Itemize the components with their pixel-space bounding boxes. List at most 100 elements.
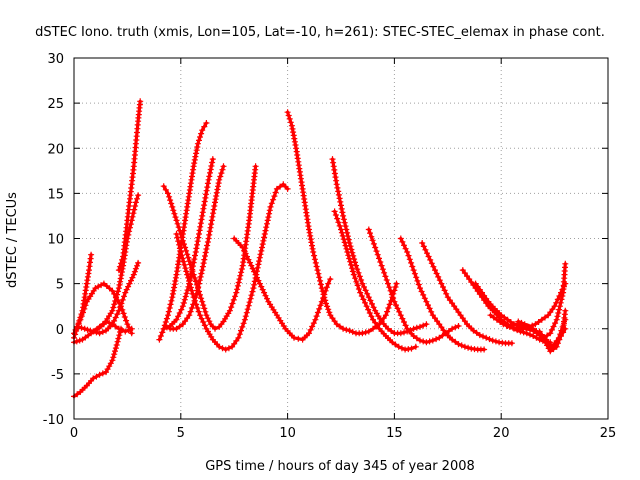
data-point-marker [173,231,180,237]
data-point-marker [336,195,343,202]
data-point-marker [199,127,206,134]
data-point-marker [333,321,340,328]
data-point-marker [238,269,245,276]
data-point-marker [326,309,333,316]
data-point-marker [323,284,330,291]
data-point-marker [112,298,119,304]
data-point-marker [123,317,130,324]
data-point-marker [111,290,118,297]
data-point-marker [441,287,448,294]
data-point-marker [238,266,245,272]
data-point-marker [397,235,404,242]
data-point-marker [544,332,551,339]
data-point-marker [188,287,195,294]
data-point-marker [284,109,291,116]
data-point-marker [411,270,418,277]
data-point-marker [291,334,297,341]
data-point-marker [187,261,194,268]
data-point-marker [401,242,407,249]
data-point-marker [176,245,183,252]
data-point-marker [422,246,429,253]
data-point-marker [316,305,323,312]
data-point-marker [251,278,258,285]
data-point-marker [470,327,477,334]
data-point-marker [268,200,275,207]
data-point-marker [115,325,122,332]
data-point-marker [199,267,206,274]
data-point-marker [203,246,210,252]
data-point-marker [204,242,211,249]
data-point-marker [256,258,263,265]
data-point-marker [352,275,359,282]
data-point-marker [191,297,198,304]
data-point-marker [90,375,97,382]
data-point-marker [219,345,226,352]
data-point-marker [419,240,426,246]
data-point-marker [346,327,353,334]
data-point-marker [359,330,366,337]
data-point-marker [110,354,117,361]
data-point-marker [165,190,171,197]
data-point-marker [156,336,163,343]
data-point-marker [417,323,423,330]
data-point-marker [114,291,120,298]
data-point-marker [323,300,329,307]
data-point-marker [99,370,106,377]
data-point-marker [343,326,350,333]
data-point-marker [163,315,170,322]
data-point-marker [373,248,380,255]
data-point-marker [196,137,202,144]
data-point-marker [120,310,127,317]
data-point-marker [344,249,351,255]
data-point-marker [160,183,167,190]
data-point-marker [350,271,357,278]
data-point-marker [348,246,355,253]
data-point-marker [515,318,522,325]
data-point-marker [452,324,459,331]
data-point-marker [239,323,246,330]
data-point-marker [284,185,291,192]
data-point-marker [113,294,120,301]
data-point-marker [401,329,407,336]
data-point-marker [132,203,139,209]
data-point-marker [177,249,184,255]
data-point-marker [201,256,208,263]
data-point-marker [194,285,201,292]
data-point-marker [162,186,169,193]
x-tick-label: 0 [70,426,78,441]
data-point-marker [455,323,462,329]
data-point-marker [176,227,183,234]
data-point-marker [225,345,232,352]
data-point-marker [508,340,515,347]
data-point-marker [335,188,342,195]
data-point-marker [449,325,456,332]
data-point-marker [562,260,569,267]
data-point-marker [190,294,197,301]
data-point-marker [562,307,569,314]
data-point-marker [167,197,174,204]
data-point-marker [272,189,279,196]
data-point-marker [219,166,226,173]
data-point-marker [198,315,205,322]
data-point-marker [410,267,417,274]
data-point-marker [204,180,211,187]
data-point-marker [355,286,362,292]
data-point-marker [114,311,121,318]
data-point-marker [551,342,558,349]
data-point-marker [349,265,355,272]
data-point-marker [226,307,233,314]
data-point-marker [424,250,430,257]
data-point-marker [119,256,126,263]
data-point-marker [357,289,364,296]
data-point-marker [166,193,173,200]
data-point-marker [99,328,106,335]
data-point-marker [200,319,207,325]
data-point-marker [498,312,505,319]
data-point-marker [458,342,465,349]
data-point-marker [195,308,202,315]
data-point-marker [263,224,270,231]
data-point-marker [342,223,349,230]
data-point-marker [374,322,381,329]
data-point-marker [417,337,423,344]
data-point-marker [480,333,486,340]
